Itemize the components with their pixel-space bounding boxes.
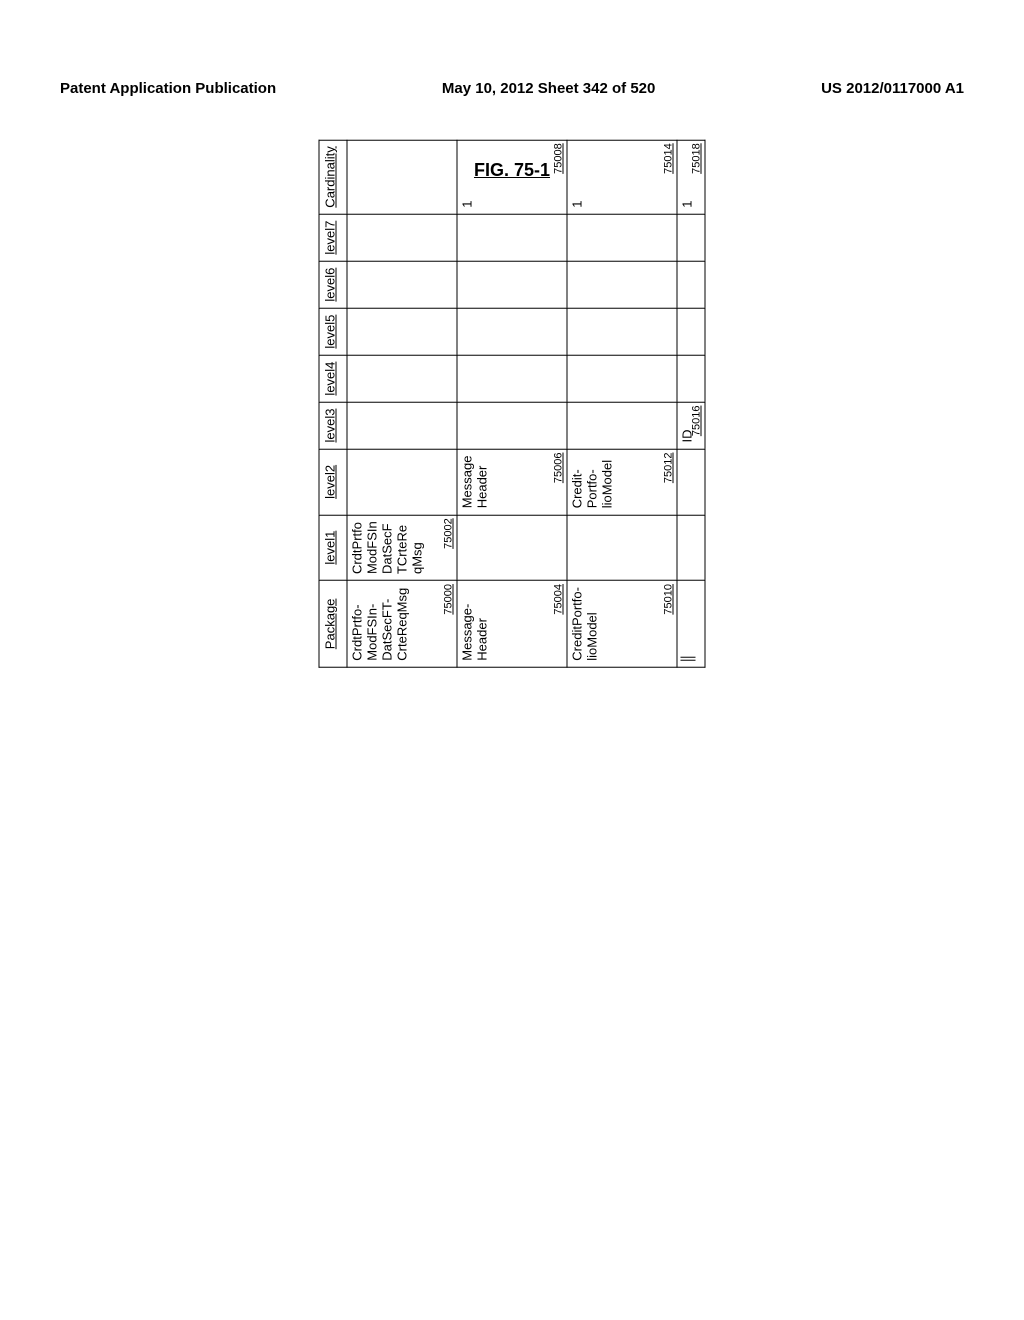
- cell-level2: [677, 449, 705, 515]
- cell-level7: [457, 214, 567, 261]
- col-package: Package: [319, 581, 347, 668]
- header-center: May 10, 2012 Sheet 342 of 520: [442, 80, 655, 97]
- cell-level5: [567, 308, 677, 355]
- cell-package: CreditPortfo-lioModel 75010: [567, 581, 677, 668]
- cell-level6: [457, 261, 567, 308]
- cell-cardinality: [347, 140, 457, 214]
- cell-text: 1: [571, 146, 586, 207]
- col-cardinality: Cardinality: [319, 140, 347, 214]
- cell-level4: [567, 355, 677, 402]
- cell-level4: [457, 355, 567, 402]
- cell-package: CrdtPrtfo-ModFSIn-DatSecFT-CrteReqMsg 75…: [347, 581, 457, 668]
- data-table: Package level1 level2 level3 level4 leve…: [319, 139, 706, 667]
- col-level3: level3: [319, 402, 347, 449]
- cell-level1: [567, 515, 677, 581]
- cell-level3: [567, 402, 677, 449]
- cell-ref: 75006: [553, 453, 565, 484]
- cell-level2: Credit-Portfo-lioModel 75012: [567, 449, 677, 515]
- cell-text: CrdtPrtfo-ModFSIn-DatSecFT-CrteReqMsg: [351, 587, 411, 661]
- cell-ref: 75012: [663, 453, 675, 484]
- cell-ref: 75018: [691, 143, 703, 174]
- table-row: CrdtPrtfo-ModFSIn-DatSecFT-CrteReqMsg 75…: [347, 140, 457, 667]
- cell-level1: [677, 515, 705, 581]
- cell-level5: [677, 308, 705, 355]
- cell-level2: Message Header 75006: [457, 449, 567, 515]
- header-right: US 2012/0117000 A1: [821, 80, 964, 97]
- table-header-row: Package level1 level2 level3 level4 leve…: [319, 140, 347, 667]
- cell-level5: [347, 308, 457, 355]
- cell-package: Message-Header 75004: [457, 581, 567, 668]
- cell-text: CreditPortfo-lioModel: [571, 587, 601, 661]
- cell-level6: [567, 261, 677, 308]
- cell-level3: ID 75016: [677, 402, 705, 449]
- cell-level7: [677, 214, 705, 261]
- col-level6: level6: [319, 261, 347, 308]
- table-body: CrdtPrtfo-ModFSIn-DatSecFT-CrteReqMsg 75…: [347, 140, 705, 667]
- cell-text: CrdtPrtfo ModFSIn DatSecF TCrteRe qMsg: [351, 521, 426, 574]
- cell-text: Message-Header: [461, 587, 491, 661]
- cell-text: Credit-Portfo-lioModel: [571, 456, 616, 509]
- col-level5: level5: [319, 308, 347, 355]
- table-row: ID 75016 1 75018: [677, 140, 705, 667]
- page-header: Patent Application Publication May 10, 2…: [0, 80, 1024, 97]
- cell-text: Message Header: [461, 456, 491, 509]
- cell-level6: [677, 261, 705, 308]
- cell-level7: [347, 214, 457, 261]
- cell-level1: [457, 515, 567, 581]
- cell-ref: 75014: [663, 143, 675, 174]
- col-level2: level2: [319, 449, 347, 515]
- cell-level6: [347, 261, 457, 308]
- cell-level4: [677, 355, 705, 402]
- col-level7: level7: [319, 214, 347, 261]
- table-container: Package level1 level2 level3 level4 leve…: [319, 139, 706, 667]
- cell-level4: [347, 355, 457, 402]
- cell-ref: 75016: [691, 406, 703, 437]
- cell-ref: 75002: [443, 518, 455, 549]
- header-left: Patent Application Publication: [60, 80, 276, 97]
- cell-ref: 75000: [443, 584, 455, 615]
- col-level4: level4: [319, 355, 347, 402]
- cell-ref: 75008: [553, 143, 565, 174]
- cell-ref: 75004: [553, 584, 565, 615]
- table-row: CreditPortfo-lioModel 75010 Credit-Portf…: [567, 140, 677, 667]
- cell-level5: [457, 308, 567, 355]
- cell-level7: [567, 214, 677, 261]
- cell-level3: [457, 402, 567, 449]
- table-row: Message-Header 75004 Message Header 7500…: [457, 140, 567, 667]
- cell-package: [677, 581, 705, 668]
- col-level1: level1: [319, 515, 347, 581]
- cell-level3: [347, 402, 457, 449]
- cell-level2: [347, 449, 457, 515]
- indent-bar-icon: [681, 649, 696, 661]
- cell-cardinality: 1 75014: [567, 140, 677, 214]
- cell-cardinality: 1 75018: [677, 140, 705, 214]
- cell-level1: CrdtPrtfo ModFSIn DatSecF TCrteRe qMsg 7…: [347, 515, 457, 581]
- cell-text: 1: [461, 146, 476, 207]
- cell-ref: 75010: [663, 584, 675, 615]
- cell-cardinality: 1 75008: [457, 140, 567, 214]
